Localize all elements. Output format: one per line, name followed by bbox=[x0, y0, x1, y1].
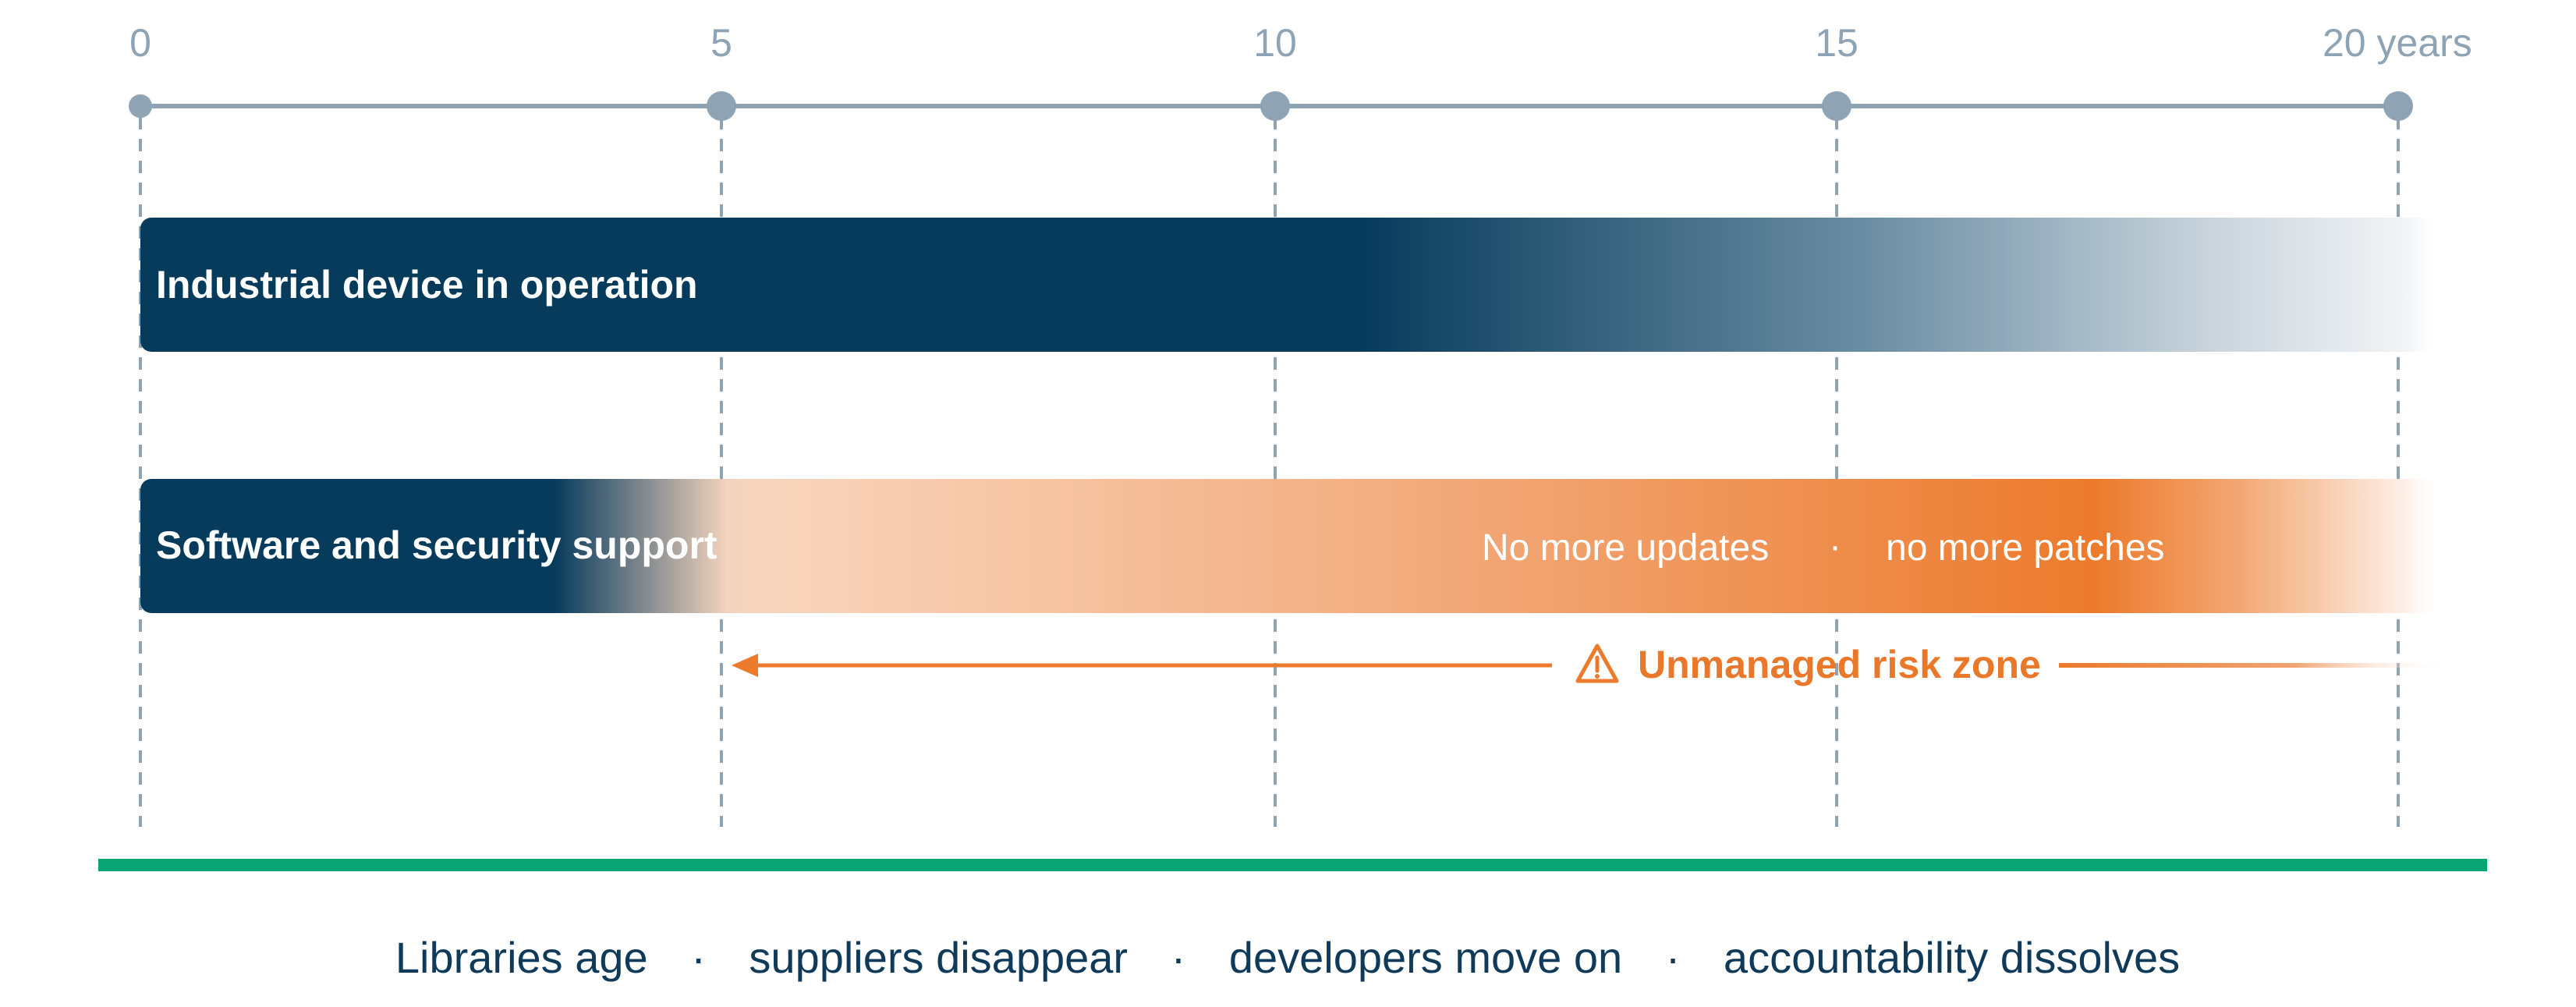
footer-caption: Libraries age · suppliers disappear · de… bbox=[395, 933, 2180, 982]
device-bar: Industrial device in operation bbox=[140, 218, 2441, 352]
tick-dot-10 bbox=[1260, 91, 1290, 121]
risk-arrow-tail bbox=[2059, 663, 2449, 668]
footer-item-accountability: accountability dissolves bbox=[1724, 933, 2180, 982]
footer-separator: · bbox=[1666, 933, 1681, 982]
risk-zone-label: Unmanaged risk zone bbox=[1638, 643, 2041, 686]
axis-labels: 0 5 10 15 20 years bbox=[129, 21, 2472, 65]
no-updates-note: No more updates bbox=[1482, 527, 1769, 569]
warning-icon bbox=[1575, 644, 1619, 683]
tick-label-5: 5 bbox=[710, 21, 732, 65]
tick-dot-0 bbox=[129, 94, 152, 118]
support-bar-label: Software and security support bbox=[156, 523, 718, 567]
risk-zone: Unmanaged risk zone bbox=[732, 643, 2449, 686]
timeline-axis: 0 5 10 15 20 years bbox=[129, 21, 2472, 827]
footer-item-libraries: Libraries age bbox=[395, 933, 648, 982]
support-bar-fill bbox=[140, 479, 2441, 613]
tick-label-0: 0 bbox=[129, 21, 151, 65]
axis-dots bbox=[129, 91, 2413, 121]
tick-dot-5 bbox=[707, 91, 736, 121]
note-separator: · bbox=[1829, 526, 1841, 567]
footer-item-suppliers: suppliers disappear bbox=[749, 933, 1128, 982]
risk-arrow-head bbox=[732, 654, 758, 677]
divider-line bbox=[98, 859, 2487, 871]
footer-separator: · bbox=[1171, 933, 1186, 982]
tick-label-15: 15 bbox=[1815, 21, 1858, 65]
tick-label-20: 20 years bbox=[2323, 21, 2472, 65]
no-patches-note: no more patches bbox=[1886, 527, 2165, 569]
tick-label-10: 10 bbox=[1253, 21, 1297, 65]
device-bar-fill bbox=[140, 218, 2441, 352]
footer-item-developers: developers move on bbox=[1229, 933, 1622, 982]
support-bar: Software and security support No more up… bbox=[140, 479, 2441, 613]
tick-dot-20 bbox=[2383, 91, 2413, 121]
footer-separator: · bbox=[691, 933, 706, 982]
tick-dot-15 bbox=[1822, 91, 1851, 121]
device-bar-label: Industrial device in operation bbox=[156, 263, 698, 307]
